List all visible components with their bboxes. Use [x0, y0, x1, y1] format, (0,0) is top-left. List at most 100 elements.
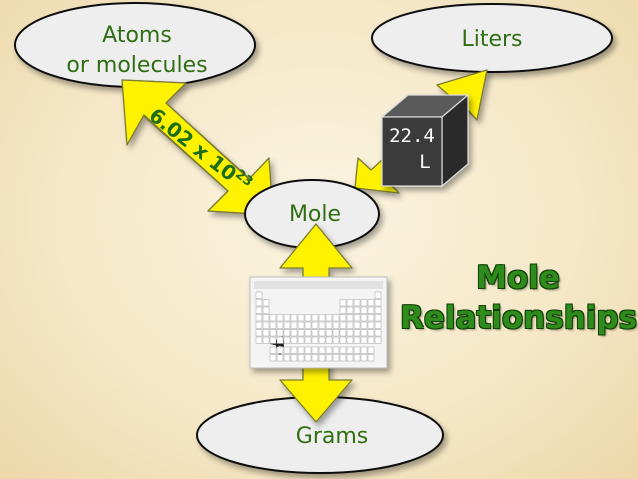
periodic-table-cell	[346, 354, 354, 362]
periodic-table-cell	[346, 336, 354, 344]
volume-cube: 22.4 L	[380, 93, 470, 188]
periodic-table-cell	[276, 354, 284, 362]
periodic-table-cell	[269, 354, 277, 362]
periodic-table-cell	[374, 291, 382, 299]
periodic-table-cell	[367, 354, 375, 362]
periodic-table-cell	[283, 329, 291, 337]
periodic-table-cell	[311, 354, 319, 362]
periodic-table-cell	[276, 346, 284, 354]
periodic-table-cell	[339, 336, 347, 344]
periodic-table-cell	[339, 314, 347, 322]
periodic-table-cell	[255, 299, 263, 307]
periodic-table-cell	[374, 306, 382, 314]
periodic-table-cell	[276, 314, 284, 322]
periodic-table-cell	[297, 336, 305, 344]
periodic-table-cell	[346, 329, 354, 337]
periodic-table-cell	[367, 321, 375, 329]
periodic-table-cell	[297, 314, 305, 322]
periodic-table-cell	[332, 336, 340, 344]
periodic-table-cell	[353, 306, 361, 314]
periodic-table-cell	[353, 336, 361, 344]
periodic-table-cell	[374, 329, 382, 337]
periodic-table-cell	[325, 336, 333, 344]
periodic-table-cell	[269, 321, 277, 329]
periodic-table-cell	[276, 321, 284, 329]
periodic-table-cell	[339, 299, 347, 307]
periodic-table-cell	[255, 291, 263, 299]
periodic-table-cell	[283, 321, 291, 329]
periodic-table-cell	[276, 336, 284, 344]
periodic-table-cell	[262, 329, 270, 337]
periodic-table-cell	[269, 346, 277, 354]
periodic-table-cell	[318, 329, 326, 337]
svg-text:6.02 x 1023: 6.02 x 1023	[145, 103, 256, 197]
periodic-table-cell	[262, 321, 270, 329]
periodic-table-cell	[290, 314, 298, 322]
periodic-table-cell	[290, 336, 298, 344]
periodic-table-cell	[367, 306, 375, 314]
periodic-table-cell	[360, 299, 368, 307]
periodic-table-cell	[367, 346, 375, 354]
periodic-table-cell	[339, 306, 347, 314]
periodic-table-cell	[332, 329, 340, 337]
periodic-table-cell	[311, 314, 319, 322]
periodic-table-cell	[353, 329, 361, 337]
periodic-table-cell	[360, 336, 368, 344]
periodic-table-cell	[360, 354, 368, 362]
periodic-table-cell	[346, 299, 354, 307]
avogadro-label: 6.02 x 1023	[145, 103, 256, 197]
periodic-table-cell	[255, 329, 263, 337]
periodic-table-cell	[269, 329, 277, 337]
periodic-table-cell	[374, 321, 382, 329]
periodic-table-cell	[346, 314, 354, 322]
slide-title: Mole Relationships	[400, 258, 638, 338]
periodic-table-cell	[360, 321, 368, 329]
periodic-table-cell	[269, 336, 277, 344]
periodic-table-cell	[367, 329, 375, 337]
atoms-label-line1: Atoms	[102, 23, 172, 48]
grams-label: Grams	[296, 424, 368, 449]
cube-unit: L	[419, 151, 430, 173]
cube-value: 22.4	[389, 125, 435, 147]
periodic-table-cell	[360, 346, 368, 354]
periodic-table-cell	[353, 354, 361, 362]
periodic-table-cell	[325, 314, 333, 322]
periodic-table-cell	[339, 346, 347, 354]
atoms-label-line2: or molecules	[66, 53, 207, 78]
atoms-node: Atoms or molecules	[14, 2, 256, 88]
title-line1: Mole	[476, 260, 560, 296]
periodic-table-cell	[283, 314, 291, 322]
periodic-table-cell	[283, 354, 291, 362]
periodic-table-cell	[325, 329, 333, 337]
periodic-table-cell	[374, 336, 382, 344]
periodic-table-cell	[339, 329, 347, 337]
periodic-table-cell	[304, 336, 312, 344]
periodic-table-cell	[262, 306, 270, 314]
periodic-table-cell	[360, 314, 368, 322]
periodic-table-cell	[283, 346, 291, 354]
periodic-table-cell	[311, 329, 319, 337]
periodic-table-cell	[332, 354, 340, 362]
periodic-table-cell	[318, 336, 326, 344]
periodic-table-cell	[255, 306, 263, 314]
periodic-table-cell	[318, 354, 326, 362]
periodic-table-image	[249, 276, 388, 369]
periodic-table-cell	[304, 321, 312, 329]
mole-label: Mole	[289, 202, 341, 227]
periodic-table-cell	[297, 329, 305, 337]
periodic-table-cell	[360, 306, 368, 314]
periodic-table-cell	[269, 314, 277, 322]
periodic-table-cell	[332, 346, 340, 354]
periodic-table-cell	[353, 346, 361, 354]
periodic-table-cell	[353, 314, 361, 322]
periodic-table-cell	[276, 329, 284, 337]
periodic-table-cell	[290, 354, 298, 362]
title-line2: Relationships	[400, 300, 638, 336]
periodic-table-cell	[262, 299, 270, 307]
periodic-table-cell	[297, 346, 305, 354]
periodic-table-cell	[325, 354, 333, 362]
periodic-table-cell	[346, 321, 354, 329]
periodic-table-cell	[318, 321, 326, 329]
periodic-table-cell	[325, 321, 333, 329]
periodic-table-cell	[290, 321, 298, 329]
